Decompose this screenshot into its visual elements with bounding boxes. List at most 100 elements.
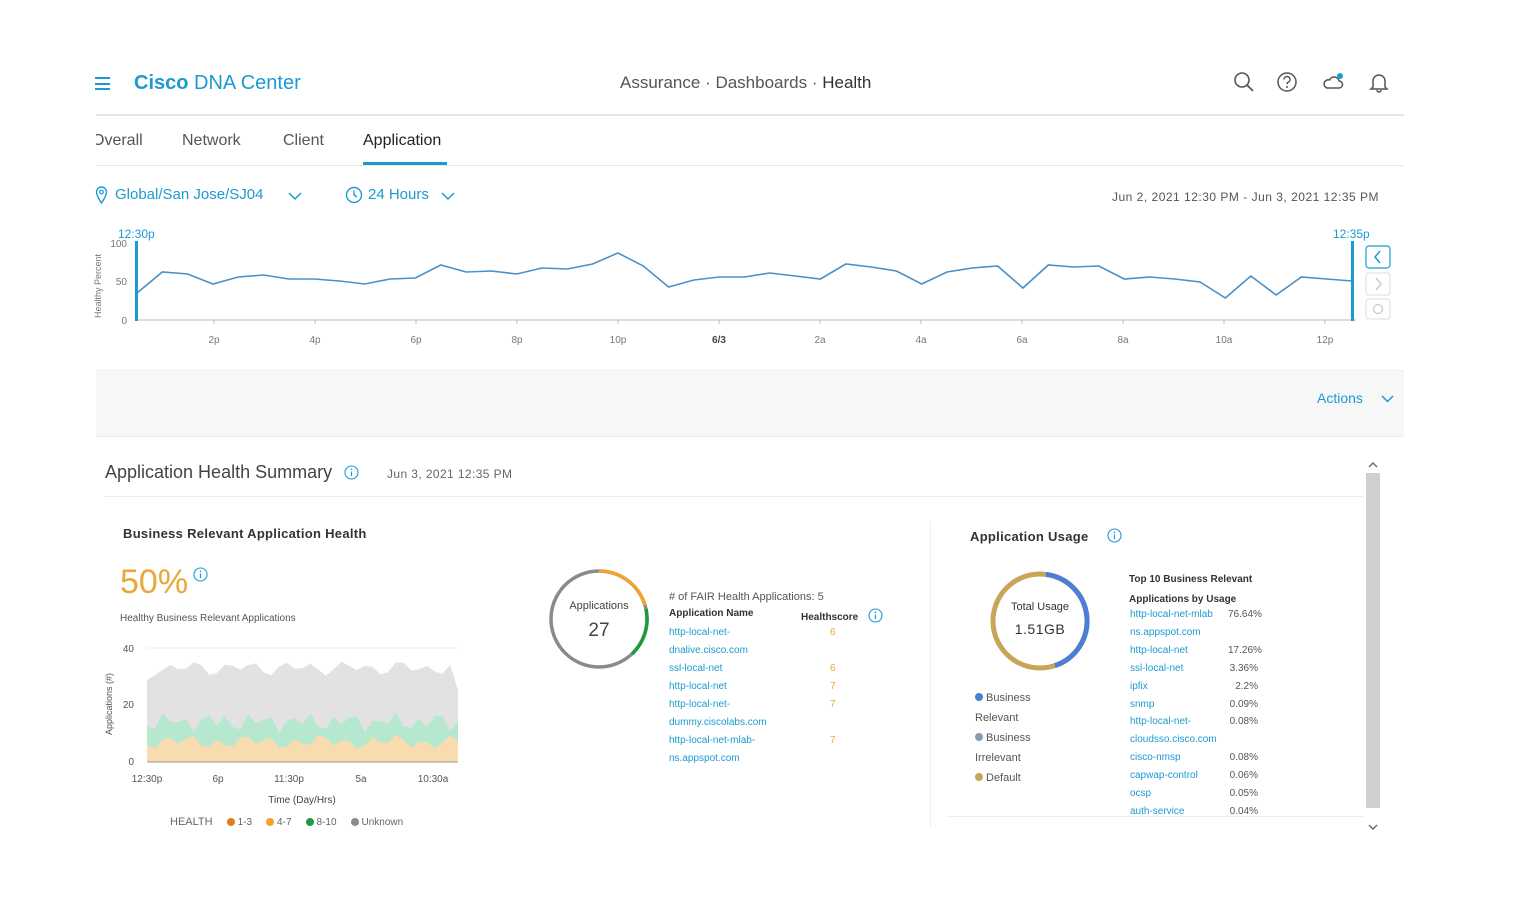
- timeline-next-button[interactable]: [1365, 272, 1391, 296]
- app-link[interactable]: http-local-net-: [669, 627, 731, 638]
- usage-app-link[interactable]: auth-service: [1130, 805, 1185, 817]
- legend-item-4-7[interactable]: 4-7: [266, 817, 292, 828]
- timeline-start-handle[interactable]: [135, 241, 138, 321]
- usage-legend: Business Relevant Business Irrelevant De…: [975, 688, 1031, 788]
- business-health-title: Business Relevant Application Health: [123, 526, 367, 541]
- info-icon[interactable]: [1107, 528, 1122, 543]
- tab-overall-clip: Overall: [96, 132, 156, 154]
- tab-application[interactable]: Application: [363, 132, 442, 149]
- date-range: Jun 2, 2021 12:30 PM - Jun 3, 2021 12:35…: [1112, 190, 1379, 204]
- legend-business-irrelevant[interactable]: Business: [975, 728, 1031, 748]
- timeline-end-handle[interactable]: [1351, 241, 1354, 321]
- scrollbar-thumb[interactable]: [1366, 473, 1380, 808]
- healthscore: 7: [830, 681, 836, 692]
- usage-app-link[interactable]: cisco-nmsp: [1130, 752, 1181, 764]
- menu-icon[interactable]: [95, 77, 110, 90]
- timeline-xtick: 6/3: [712, 335, 726, 346]
- info-icon[interactable]: [344, 465, 359, 480]
- summary-date: Jun 3, 2021 12:35 PM: [387, 467, 513, 481]
- usage-percent: 0.08%: [1229, 716, 1258, 728]
- usage-percent: 0.09%: [1229, 698, 1258, 710]
- app-brand[interactable]: Cisco DNA Center: [134, 72, 301, 94]
- app-link[interactable]: dummy.ciscolabs.com: [669, 717, 767, 728]
- col-app-name: Application Name: [669, 608, 754, 619]
- chevron-down-icon[interactable]: [1381, 395, 1394, 404]
- usage-app-link[interactable]: ssl-local-net: [1130, 662, 1184, 674]
- usage-app-link[interactable]: capwap-control: [1130, 770, 1198, 782]
- chevron-down-icon[interactable]: [288, 192, 302, 201]
- help-icon[interactable]: [1276, 71, 1298, 93]
- area-chart-ylabel: Applications (#): [104, 673, 114, 735]
- usage-app-link[interactable]: http-local-net-mlab: [1130, 609, 1213, 620]
- legend-default[interactable]: Default: [975, 768, 1031, 788]
- breadcrumb: Assurance · Dashboards · Health: [620, 73, 872, 92]
- active-tab-indicator: [363, 162, 447, 165]
- tab-overall[interactable]: Overall: [96, 132, 143, 149]
- timeline-ytick: 50: [116, 277, 128, 288]
- col-healthscore: Healthscore: [801, 612, 859, 623]
- usage-percent: 0.08%: [1229, 752, 1258, 764]
- timeline-xtick: 6a: [1016, 335, 1028, 346]
- app-link[interactable]: http-local-net-mlab-: [669, 735, 756, 746]
- time-range-selector[interactable]: 24 Hours: [368, 186, 429, 203]
- legend-item-1-3[interactable]: 1-3: [226, 817, 252, 828]
- tab-network[interactable]: Network: [182, 132, 241, 149]
- actions-button[interactable]: Actions: [1317, 390, 1363, 406]
- usage-app-link[interactable]: ipfix: [1130, 680, 1148, 692]
- top10-title-line: Top 10 Business Relevant: [1129, 574, 1253, 585]
- timeline-xtick: 8a: [1117, 335, 1129, 346]
- chevron-down-icon[interactable]: [441, 192, 455, 201]
- chevron-right-icon: [1375, 277, 1382, 291]
- summary-divider: [104, 496, 1364, 497]
- tab-client[interactable]: Client: [283, 132, 324, 149]
- actions-label: Actions: [1317, 390, 1363, 406]
- app-link[interactable]: http-local-net-: [669, 699, 731, 710]
- location-pin-icon: [95, 186, 108, 204]
- healthscore: 7: [830, 735, 836, 746]
- info-icon[interactable]: [868, 608, 883, 623]
- app-link[interactable]: ns.appspot.com: [669, 753, 740, 764]
- app-link[interactable]: ssl-local-net: [669, 663, 723, 674]
- search-icon[interactable]: [1233, 71, 1255, 93]
- scroll-up-button[interactable]: [1366, 459, 1380, 471]
- top10-title-line: Applications by Usage: [1129, 594, 1237, 605]
- breadcrumb-assurance[interactable]: Assurance: [620, 73, 701, 92]
- timeline-prev-button[interactable]: [1365, 245, 1391, 269]
- donut-label: Applications: [569, 600, 629, 612]
- health-area-chart[interactable]: Applications (#) 40 20 0 12:30p 6p 11:30…: [100, 640, 470, 840]
- fair-count: # of FAIR Health Applications: 5: [669, 591, 824, 603]
- usage-percent: 0.04%: [1229, 805, 1258, 817]
- usage-app-link[interactable]: snmp: [1130, 698, 1155, 710]
- scroll-down-button[interactable]: [1366, 821, 1380, 833]
- health-timeline[interactable]: Healthy Percent 100 50 0 12:30p 12:35p 2…: [90, 222, 1400, 352]
- location-selector[interactable]: Global/San Jose/SJ04: [115, 186, 264, 203]
- usage-app-link[interactable]: http-local-net-: [1130, 716, 1192, 728]
- clock-icon: [345, 186, 363, 204]
- cloud-notification-icon[interactable]: [1322, 71, 1344, 93]
- usage-app-link[interactable]: ocsp: [1130, 788, 1152, 799]
- summary-title: Application Health Summary: [105, 462, 333, 482]
- info-icon[interactable]: [193, 567, 208, 582]
- usage-percent: 17.26%: [1228, 644, 1262, 656]
- breadcrumb-dashboards[interactable]: Dashboards: [715, 73, 808, 92]
- usage-percent: 0.06%: [1229, 770, 1258, 782]
- legend-item-unknown[interactable]: Unknown: [350, 817, 403, 828]
- timeline-xtick: 12p: [1317, 335, 1334, 346]
- usage-app-link[interactable]: http-local-net: [1130, 644, 1188, 656]
- applications-donut[interactable]: [545, 565, 655, 675]
- area-xtick: 11:30p: [274, 774, 304, 785]
- usage-app-link[interactable]: cloudsso.cisco.com: [1130, 734, 1217, 746]
- bell-icon[interactable]: [1368, 71, 1390, 93]
- legend-item-8-10[interactable]: 8-10: [305, 817, 337, 828]
- legend-business-relevant[interactable]: Business: [975, 688, 1031, 708]
- timeline-reset-button[interactable]: [1365, 298, 1391, 320]
- area-xtick: 12:30p: [132, 774, 163, 785]
- legend-dot: [266, 818, 275, 826]
- app-link[interactable]: http-local-net: [669, 681, 727, 692]
- timeline-xtick: 2p: [208, 335, 220, 346]
- usage-donut[interactable]: [985, 566, 1095, 676]
- legend-dot: [226, 818, 235, 826]
- usage-app-link[interactable]: ns.appspot.com: [1130, 626, 1201, 638]
- app-link[interactable]: dnalive.cisco.com: [669, 645, 748, 656]
- donut-count: 27: [588, 620, 610, 641]
